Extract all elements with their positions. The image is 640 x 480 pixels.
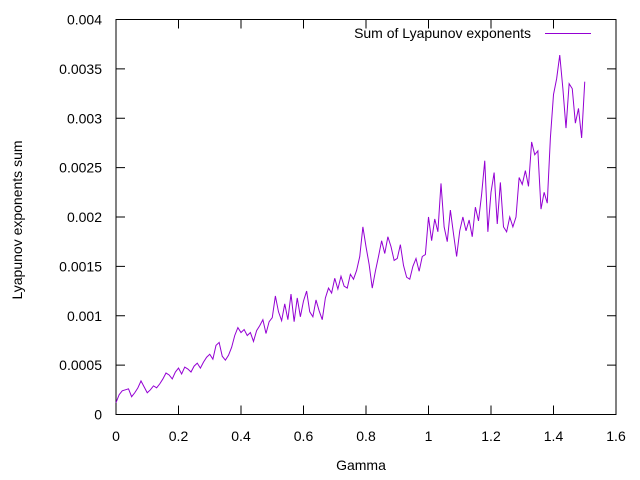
y-tick-label: 0.004 <box>67 12 102 28</box>
x-tick-label: 1 <box>425 428 433 444</box>
y-tick-label: 0 <box>94 407 102 423</box>
x-tick-label: 1.6 <box>606 428 626 444</box>
x-tick-label: 0.8 <box>356 428 376 444</box>
x-tick-label: 1.2 <box>481 428 501 444</box>
y-tick-label: 0.001 <box>67 308 102 324</box>
x-tick-label: 1.4 <box>544 428 564 444</box>
x-axis-title: Gamma <box>336 457 386 473</box>
y-axis-title: Lyapunov exponents sum <box>9 140 25 299</box>
x-tick-label: 0.6 <box>294 428 314 444</box>
y-tick-label: 0.0005 <box>59 357 102 373</box>
x-tick-label: 0 <box>112 428 120 444</box>
legend: Sum of Lyapunov exponents <box>354 25 591 41</box>
y-tick-label: 0.0035 <box>59 61 102 77</box>
y-tick-label: 0.0025 <box>59 160 102 176</box>
y-tick-label: 0.002 <box>67 209 102 225</box>
y-tick-label: 0.0015 <box>59 258 102 274</box>
x-axis-ticks: 0 0.2 0.4 0.6 0.8 1 1.2 1.4 1.6 <box>112 19 626 444</box>
y-axis-ticks: 0 0.0005 0.001 0.0015 0.002 0.0025 0.003 0.0035… <box>59 12 616 423</box>
y-tick-label: 0.003 <box>67 110 102 126</box>
plot-frame <box>115 19 617 415</box>
series-line <box>115 54 586 403</box>
x-tick-label: 0.2 <box>169 428 189 444</box>
legend-label: Sum of Lyapunov exponents <box>354 25 531 41</box>
x-tick-label: 0.4 <box>231 428 251 444</box>
series-layer <box>115 54 586 403</box>
